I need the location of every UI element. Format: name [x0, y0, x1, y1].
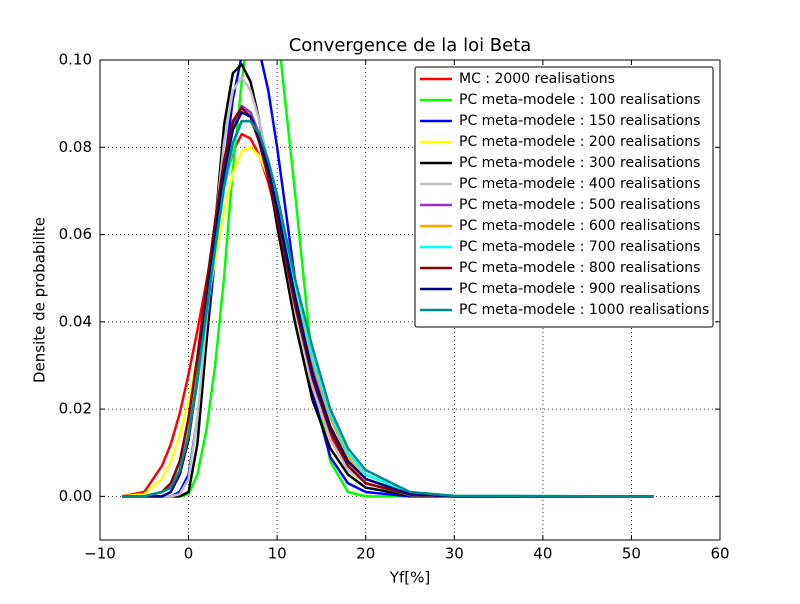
x-tick-label: 60: [710, 545, 729, 563]
y-tick-label: 0.04: [59, 312, 92, 330]
legend-label: PC meta-modele : 800 realisations: [459, 260, 700, 276]
series-line: [122, 76, 654, 498]
legend-label: PC meta-modele : 600 realisations: [459, 218, 700, 234]
legend-label: PC meta-modele : 700 realisations: [459, 239, 700, 255]
x-tick-label: 20: [356, 545, 375, 563]
series-line: [122, 111, 654, 498]
y-tick-label: 0.06: [59, 225, 92, 243]
legend-label: PC meta-modele : 100 realisations: [459, 92, 700, 108]
series-line: [122, 60, 654, 498]
legend-label: PC meta-modele : 200 realisations: [459, 134, 700, 150]
y-tick-label: 0.10: [59, 51, 92, 69]
y-tick-label: 0.08: [59, 138, 92, 156]
series-line: [122, 119, 654, 498]
legend-label: PC meta-modele : 150 realisations: [459, 113, 700, 129]
legend-box: [414, 66, 714, 328]
legend-label: PC meta-modele : 300 realisations: [459, 155, 700, 171]
x-tick-label: 40: [533, 545, 552, 563]
x-tick-label: −10: [84, 545, 116, 563]
y-axis-label: Densite de probabilite: [31, 217, 49, 383]
legend: MC : 2000 realisations PC meta-modele : 1…: [414, 66, 714, 328]
y-tick-label: 0.02: [59, 400, 92, 418]
y-tick-label: 0.00: [59, 487, 92, 505]
x-tick-label: 50: [622, 545, 641, 563]
lines: [121, 60, 654, 498]
x-axis-label: Yf[%]: [389, 569, 430, 587]
chart-title: Convergence de la loi Beta: [289, 35, 532, 56]
x-tick-label: 30: [445, 545, 464, 563]
legend-label: PC meta-modele : 900 realisations: [459, 281, 700, 297]
plot-frame: [99, 59, 721, 541]
x-tick-label: 10: [268, 545, 287, 563]
series-line: [122, 63, 654, 498]
x-tick-label: 0: [184, 545, 194, 563]
legend-label: PC meta-modele : 500 realisations: [459, 197, 700, 213]
legend-label: MC : 2000 realisations: [459, 71, 615, 87]
legend-label: PC meta-modele : 400 realisations: [459, 176, 700, 192]
legend-label: PC meta-modele : 1000 realisations: [459, 302, 709, 318]
series-line: [122, 106, 654, 498]
